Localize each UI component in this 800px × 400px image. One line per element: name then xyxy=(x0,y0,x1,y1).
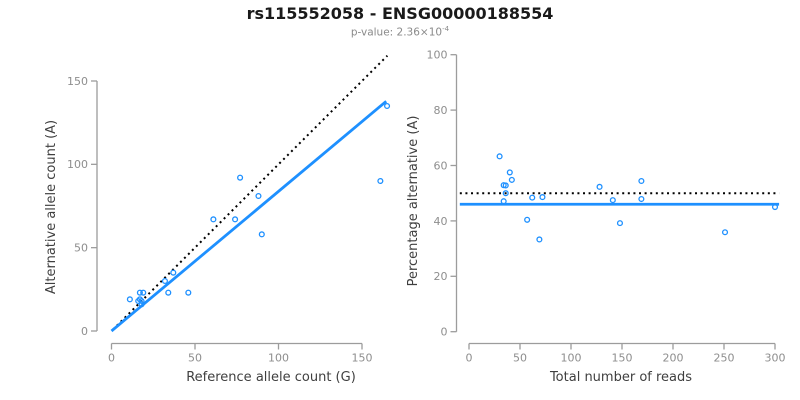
data-point xyxy=(508,176,515,183)
y-axis-tick-label: 20 xyxy=(434,270,448,283)
data-point xyxy=(539,194,546,201)
data-point xyxy=(210,216,217,223)
y-axis-tick-label: 150 xyxy=(67,75,88,88)
data-point xyxy=(638,177,645,185)
p-value-label: p-value: 2.36×10 xyxy=(350,26,443,39)
data-point xyxy=(496,153,503,160)
data-point xyxy=(377,177,384,185)
x-axis-tick-label: 300 xyxy=(765,352,786,365)
figure-title: rs115552058 - ENSG00000188554 xyxy=(246,4,554,23)
identity-line xyxy=(112,54,389,331)
data-point xyxy=(126,296,133,303)
x-axis-tick-label: 250 xyxy=(714,352,735,365)
data-point xyxy=(140,289,147,296)
data-point xyxy=(502,182,509,189)
data-point xyxy=(255,192,262,200)
data-point xyxy=(529,194,536,201)
y-axis-tick-label: 100 xyxy=(427,49,448,62)
allele-counts-panel: 0 50 100 150 0 50 100 150 Reference allele count… xyxy=(44,54,391,385)
data-point xyxy=(136,289,143,296)
x-axis-tick-label: 150 xyxy=(612,352,633,365)
data-point xyxy=(536,236,543,243)
regression-line xyxy=(110,100,388,333)
data-point xyxy=(524,216,531,223)
y-axis-title: Percentage alternative (A) xyxy=(406,116,421,287)
y-axis-tick-label: 40 xyxy=(434,215,448,228)
data-point xyxy=(237,174,244,181)
y-axis-tick-label: 60 xyxy=(434,159,448,172)
y-axis-title: Alternative allele count (A) xyxy=(44,120,59,294)
y-axis-tick-label: 80 xyxy=(434,104,448,117)
x-axis-tick-label: 0 xyxy=(466,352,473,365)
y-axis-tick-label: 100 xyxy=(67,158,88,171)
data-point xyxy=(258,231,265,238)
data-point xyxy=(383,102,391,110)
data-point xyxy=(138,301,145,308)
x-axis-tick-label: 100 xyxy=(561,352,582,365)
data-point xyxy=(596,183,603,190)
x-axis-tick-label: 50 xyxy=(513,352,527,365)
x-axis-tick-label: 100 xyxy=(268,352,289,365)
data-point xyxy=(721,229,729,236)
y-axis-tick-label: 50 xyxy=(74,242,88,255)
x-axis-tick-label: 50 xyxy=(188,352,202,365)
y-axis-tick-label: 0 xyxy=(81,325,88,338)
x-axis-tick-label: 0 xyxy=(108,352,115,365)
data-point xyxy=(616,220,624,227)
y-axis-tick-label: 0 xyxy=(441,326,448,339)
x-axis-title: Reference allele count (G) xyxy=(186,370,356,385)
percentage-panel: 0 20 40 60 80 100 0 50 100 150 200 250 300 Total numb… xyxy=(406,49,786,385)
data-point xyxy=(638,195,645,203)
data-point xyxy=(232,216,239,223)
x-axis-title: Total number of reads xyxy=(549,370,692,385)
data-point xyxy=(609,197,616,204)
data-point xyxy=(506,169,513,176)
data-point xyxy=(500,198,507,205)
p-value-exponent: -4 xyxy=(442,24,450,33)
data-point xyxy=(185,289,192,296)
x-axis-tick-label: 150 xyxy=(352,352,373,365)
data-point xyxy=(170,269,177,276)
x-axis-tick-label: 200 xyxy=(663,352,684,365)
data-point xyxy=(138,297,145,305)
data-point xyxy=(771,204,779,211)
data-point xyxy=(165,289,172,296)
figure-subtitle: p-value: 2.36×10-4 xyxy=(0,24,800,39)
data-point xyxy=(502,190,509,197)
data-point xyxy=(161,277,168,285)
